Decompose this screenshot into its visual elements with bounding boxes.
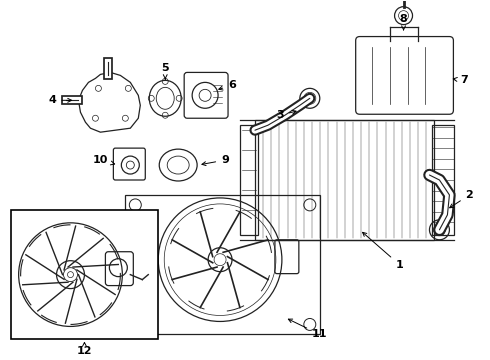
Text: 12: 12	[77, 342, 92, 356]
Text: 3: 3	[276, 110, 296, 120]
Text: 11: 11	[288, 319, 327, 339]
Bar	[11, 210, 158, 339]
Text: 8: 8	[400, 14, 407, 30]
Text: 5: 5	[161, 63, 169, 79]
Text: 2: 2	[450, 190, 473, 208]
Bar	[125, 195, 320, 334]
Text: 10: 10	[93, 155, 115, 165]
Bar	[255, 120, 435, 240]
Bar	[240, 125, 258, 235]
Text: 7: 7	[453, 75, 468, 85]
Text: 6: 6	[219, 80, 236, 90]
Bar	[433, 125, 454, 235]
Text: 1: 1	[363, 232, 403, 270]
Text: 9: 9	[202, 155, 229, 166]
Text: 4: 4	[49, 95, 72, 105]
